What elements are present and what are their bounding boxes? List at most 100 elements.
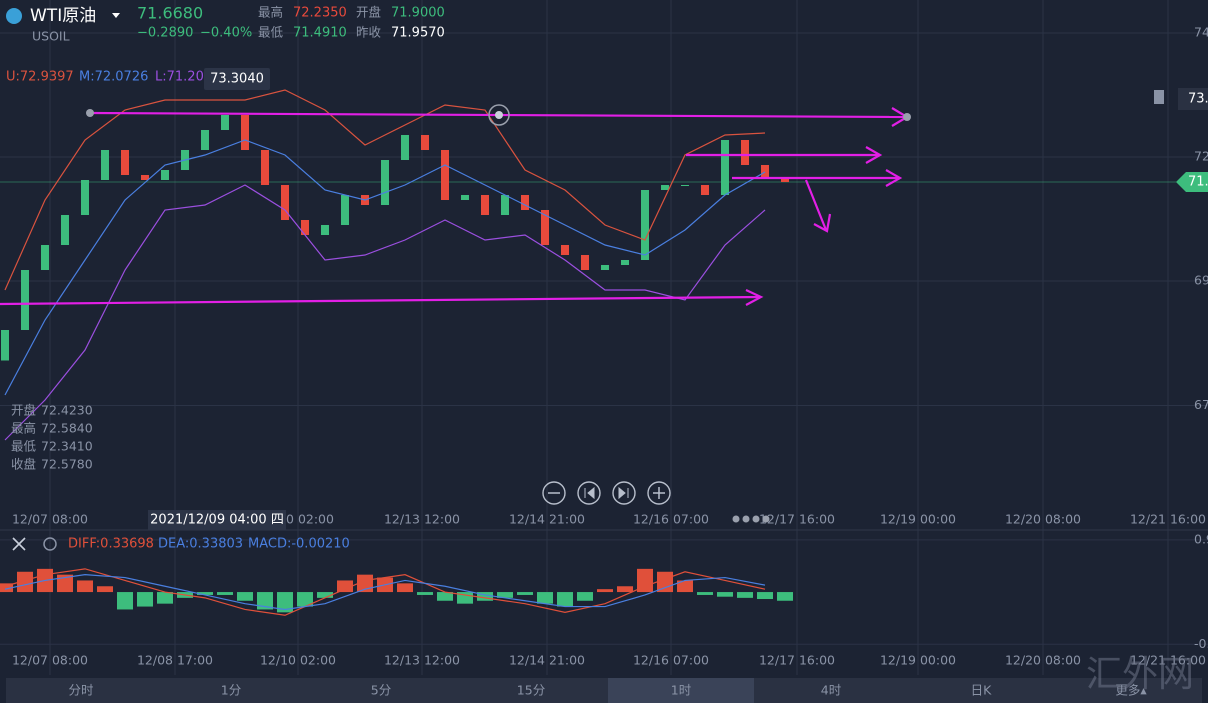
macd-bar [677,580,693,593]
high-marker: 73.3040 [210,72,264,87]
alert-tag [1178,88,1208,110]
time-label: 12/07 08:00 [12,512,88,527]
candle [461,195,469,200]
time-label: 12/16 07:00 [633,512,709,527]
macd-time-label: 12/17 16:00 [759,653,835,668]
change-pct: −0.40% [200,26,252,41]
indicator-line [4,574,766,611]
candle [341,195,349,225]
open-label: 开盘 [356,5,381,20]
candle [161,170,169,180]
indicator-line [4,89,766,291]
crosshair-time-box [148,510,286,530]
candle [701,185,709,195]
candle [781,178,789,182]
macd-bar [417,592,433,595]
macd-bar [0,583,13,593]
macd-bar [157,592,173,604]
macd-time-label: 12/10 02:00 [260,653,336,668]
macd-time-label: 12/19 00:00 [880,653,956,668]
macd-bar [57,574,73,593]
ohlc-label: 开盘 [11,403,36,418]
macd-bar [17,571,33,593]
candle [441,150,449,200]
macd-bar [737,592,753,598]
candle [741,140,749,165]
indicator-settings[interactable] [43,537,57,551]
candle [601,265,609,270]
macd-label: MACD:-0.00210 [248,537,350,552]
time-label: 12/19 00:00 [880,512,956,527]
tab[interactable]: 4时 [821,683,842,698]
candle [681,185,689,186]
macd-bar [77,580,93,593]
candle [661,185,669,190]
tab[interactable]: 15分 [517,683,545,698]
symbol[interactable]: WTI原油 [30,6,96,26]
macd-bar [537,592,553,604]
time-label: 12/21 16:00 [1130,512,1206,527]
diff-label: DIFF:0.33698 [68,537,154,552]
macd-time-label: 12/14 21:00 [509,653,585,668]
change: −0.2890 [137,26,193,41]
y-tick-label: -0.9 [1194,636,1208,651]
chart-controls [542,481,671,505]
low: 71.4910 [293,26,347,41]
indicator-line [4,139,766,396]
candle [581,255,589,270]
tab[interactable]: 日K [971,683,993,698]
candle [761,165,769,178]
macd-bar [597,589,613,593]
macd-bar [497,592,513,598]
macd-bar [137,592,153,607]
candle [261,150,269,185]
tab[interactable]: 5分 [371,683,391,698]
dropdown-caret[interactable] [112,13,120,18]
time-label: 12/20 08:00 [1005,512,1081,527]
tab[interactable]: 更多▴ [1115,683,1147,698]
macd-bar [637,568,653,593]
high-label: 最高 [258,5,283,20]
tab[interactable]: 分时 [68,683,94,698]
tab-bar [6,678,1202,703]
tab[interactable]: 1分 [221,683,241,698]
macd-bar [577,592,593,601]
macd-time-label: 12/08 17:00 [137,653,213,668]
time-label: 12/13 12:00 [384,512,460,527]
prev-close: 71.9570 [391,26,445,41]
next[interactable] [612,481,636,505]
candle [721,140,729,195]
tab[interactable]: 1时 [671,683,692,698]
candle [41,245,49,270]
indicator-line [4,184,766,441]
macd-bar [757,592,773,600]
candle [481,195,489,215]
macd-bar [297,592,313,607]
watermark: 汇外网 [1086,654,1194,695]
zoom-out[interactable] [542,481,566,505]
prev[interactable] [577,481,601,505]
close-indicator[interactable] [12,537,26,551]
candle [21,270,29,330]
candle [61,215,69,245]
tab-selected [608,678,754,703]
macd-time-label: 12/21 16:00 [1130,653,1206,668]
candle [321,225,329,235]
zoom-in[interactable] [647,481,671,505]
candle [1,330,9,361]
macd-bar [337,580,353,593]
alert-icon[interactable] [1154,90,1164,104]
macd-bar [97,586,113,593]
y-tick-label: 74.65 [1194,25,1208,40]
low-label: 最低 [258,25,284,40]
macd-time-label: 12/13 12:00 [384,653,460,668]
candle [541,210,549,245]
macd-bar [697,592,713,595]
candle [561,245,569,255]
candle [101,150,109,180]
high-marker-box [204,68,270,90]
macd-bar [777,592,793,601]
last-price-tag: 71. [1188,175,1208,190]
macd-bar [437,592,453,601]
dea-label: DEA:0.33803 [158,537,243,552]
